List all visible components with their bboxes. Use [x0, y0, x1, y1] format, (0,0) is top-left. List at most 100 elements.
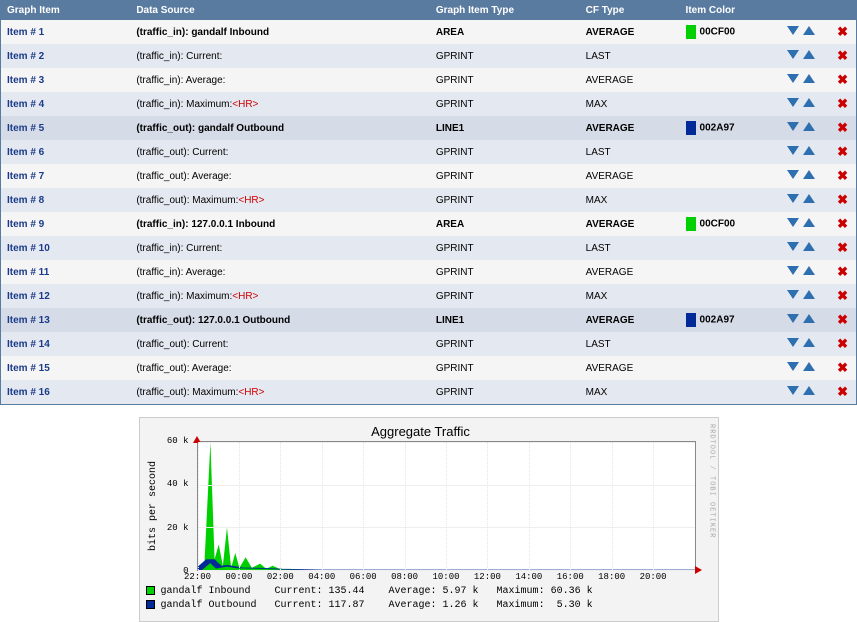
item-color-cell — [680, 356, 780, 380]
move-up-icon[interactable] — [803, 74, 815, 83]
delete-icon[interactable]: ✖ — [835, 144, 848, 160]
item-color-cell — [680, 188, 780, 212]
table-header: Data Source — [130, 1, 430, 21]
graph-item-type-cell: AREA — [430, 20, 580, 44]
item-link[interactable]: Item # 1 — [7, 27, 44, 38]
xtick-label: 20:00 — [640, 572, 667, 582]
item-color-cell: 00CF00 — [680, 20, 780, 44]
item-link[interactable]: Item # 16 — [7, 387, 50, 398]
aggregate-traffic-chart: Aggregate Traffic RRDTOOL / TOBI OETIKER… — [139, 417, 719, 622]
move-down-icon[interactable] — [787, 242, 799, 251]
move-up-icon[interactable] — [803, 386, 815, 395]
move-down-icon[interactable] — [787, 218, 799, 227]
delete-icon[interactable]: ✖ — [835, 360, 848, 376]
delete-icon[interactable]: ✖ — [835, 72, 848, 88]
item-color-cell — [680, 236, 780, 260]
move-down-icon[interactable] — [787, 338, 799, 347]
move-up-icon[interactable] — [803, 170, 815, 179]
delete-icon[interactable]: ✖ — [835, 336, 848, 352]
item-link[interactable]: Item # 6 — [7, 147, 44, 158]
item-color-cell — [680, 164, 780, 188]
item-color-cell — [680, 260, 780, 284]
move-up-icon[interactable] — [803, 266, 815, 275]
move-up-icon[interactable] — [803, 194, 815, 203]
move-down-icon[interactable] — [787, 266, 799, 275]
delete-icon[interactable]: ✖ — [835, 216, 848, 232]
graph-item-type-cell: GPRINT — [430, 380, 580, 405]
delete-icon[interactable]: ✖ — [835, 192, 848, 208]
color-swatch — [686, 217, 696, 231]
cf-type-cell: AVERAGE — [580, 20, 680, 44]
move-down-icon[interactable] — [787, 122, 799, 131]
item-link[interactable]: Item # 9 — [7, 219, 44, 230]
move-up-icon[interactable] — [803, 146, 815, 155]
delete-icon[interactable]: ✖ — [835, 240, 848, 256]
delete-icon[interactable]: ✖ — [835, 264, 848, 280]
move-up-icon[interactable] — [803, 290, 815, 299]
delete-icon[interactable]: ✖ — [835, 288, 848, 304]
move-up-icon[interactable] — [803, 242, 815, 251]
item-link[interactable]: Item # 8 — [7, 195, 44, 206]
move-down-icon[interactable] — [787, 146, 799, 155]
delete-icon[interactable]: ✖ — [835, 384, 848, 400]
move-up-icon[interactable] — [803, 314, 815, 323]
xtick-label: 02:00 — [267, 572, 294, 582]
table-header: Graph Item Type — [430, 1, 580, 21]
item-color-cell: 002A97 — [680, 116, 780, 140]
move-down-icon[interactable] — [787, 290, 799, 299]
move-down-icon[interactable] — [787, 362, 799, 371]
item-link[interactable]: Item # 12 — [7, 291, 50, 302]
item-link[interactable]: Item # 5 — [7, 123, 44, 134]
graph-item-type-cell: GPRINT — [430, 140, 580, 164]
move-down-icon[interactable] — [787, 170, 799, 179]
color-swatch — [686, 313, 696, 327]
xtick-label: 16:00 — [557, 572, 584, 582]
move-down-icon[interactable] — [787, 26, 799, 35]
move-up-icon[interactable] — [803, 98, 815, 107]
graph-item-type-cell: GPRINT — [430, 284, 580, 308]
item-link[interactable]: Item # 7 — [7, 171, 44, 182]
move-down-icon[interactable] — [787, 314, 799, 323]
item-color-cell: 002A97 — [680, 308, 780, 332]
graph-item-type-cell: AREA — [430, 212, 580, 236]
xtick-label: 22:00 — [184, 572, 211, 582]
delete-icon[interactable]: ✖ — [835, 168, 848, 184]
item-link[interactable]: Item # 13 — [7, 315, 50, 326]
item-link[interactable]: Item # 14 — [7, 339, 50, 350]
color-swatch — [686, 121, 696, 135]
delete-icon[interactable]: ✖ — [835, 48, 848, 64]
move-up-icon[interactable] — [803, 362, 815, 371]
chart-plot-area: 22:0000:0002:0004:0006:0008:0010:0012:00… — [197, 441, 696, 571]
delete-icon[interactable]: ✖ — [835, 24, 848, 40]
xtick-label: 18:00 — [598, 572, 625, 582]
move-down-icon[interactable] — [787, 50, 799, 59]
table-header — [829, 1, 856, 21]
move-up-icon[interactable] — [803, 338, 815, 347]
item-link[interactable]: Item # 3 — [7, 75, 44, 86]
move-up-icon[interactable] — [803, 26, 815, 35]
graph-item-type-cell: GPRINT — [430, 44, 580, 68]
item-link[interactable]: Item # 2 — [7, 51, 44, 62]
move-up-icon[interactable] — [803, 218, 815, 227]
delete-icon[interactable]: ✖ — [835, 312, 848, 328]
delete-icon[interactable]: ✖ — [835, 96, 848, 112]
table-row: Item # 2(traffic_in): Current:GPRINTLAST… — [1, 44, 857, 68]
data-source-cell: (traffic_in): Average: — [130, 260, 430, 284]
move-down-icon[interactable] — [787, 194, 799, 203]
data-source-cell: (traffic_out): Maximum:<HR> — [130, 380, 430, 405]
item-link[interactable]: Item # 4 — [7, 99, 44, 110]
chart-legend: gandalf Inbound Current: 135.44 Average:… — [146, 585, 696, 613]
cf-type-cell: AVERAGE — [580, 68, 680, 92]
item-link[interactable]: Item # 11 — [7, 267, 49, 278]
move-down-icon[interactable] — [787, 74, 799, 83]
table-row: Item # 7(traffic_out): Average:GPRINTAVE… — [1, 164, 857, 188]
move-down-icon[interactable] — [787, 98, 799, 107]
move-down-icon[interactable] — [787, 386, 799, 395]
item-link[interactable]: Item # 10 — [7, 243, 50, 254]
delete-icon[interactable]: ✖ — [835, 120, 848, 136]
move-up-icon[interactable] — [803, 122, 815, 131]
chart-ylabel: bits per second — [146, 441, 159, 571]
move-up-icon[interactable] — [803, 50, 815, 59]
cf-type-cell: LAST — [580, 44, 680, 68]
item-link[interactable]: Item # 15 — [7, 363, 50, 374]
